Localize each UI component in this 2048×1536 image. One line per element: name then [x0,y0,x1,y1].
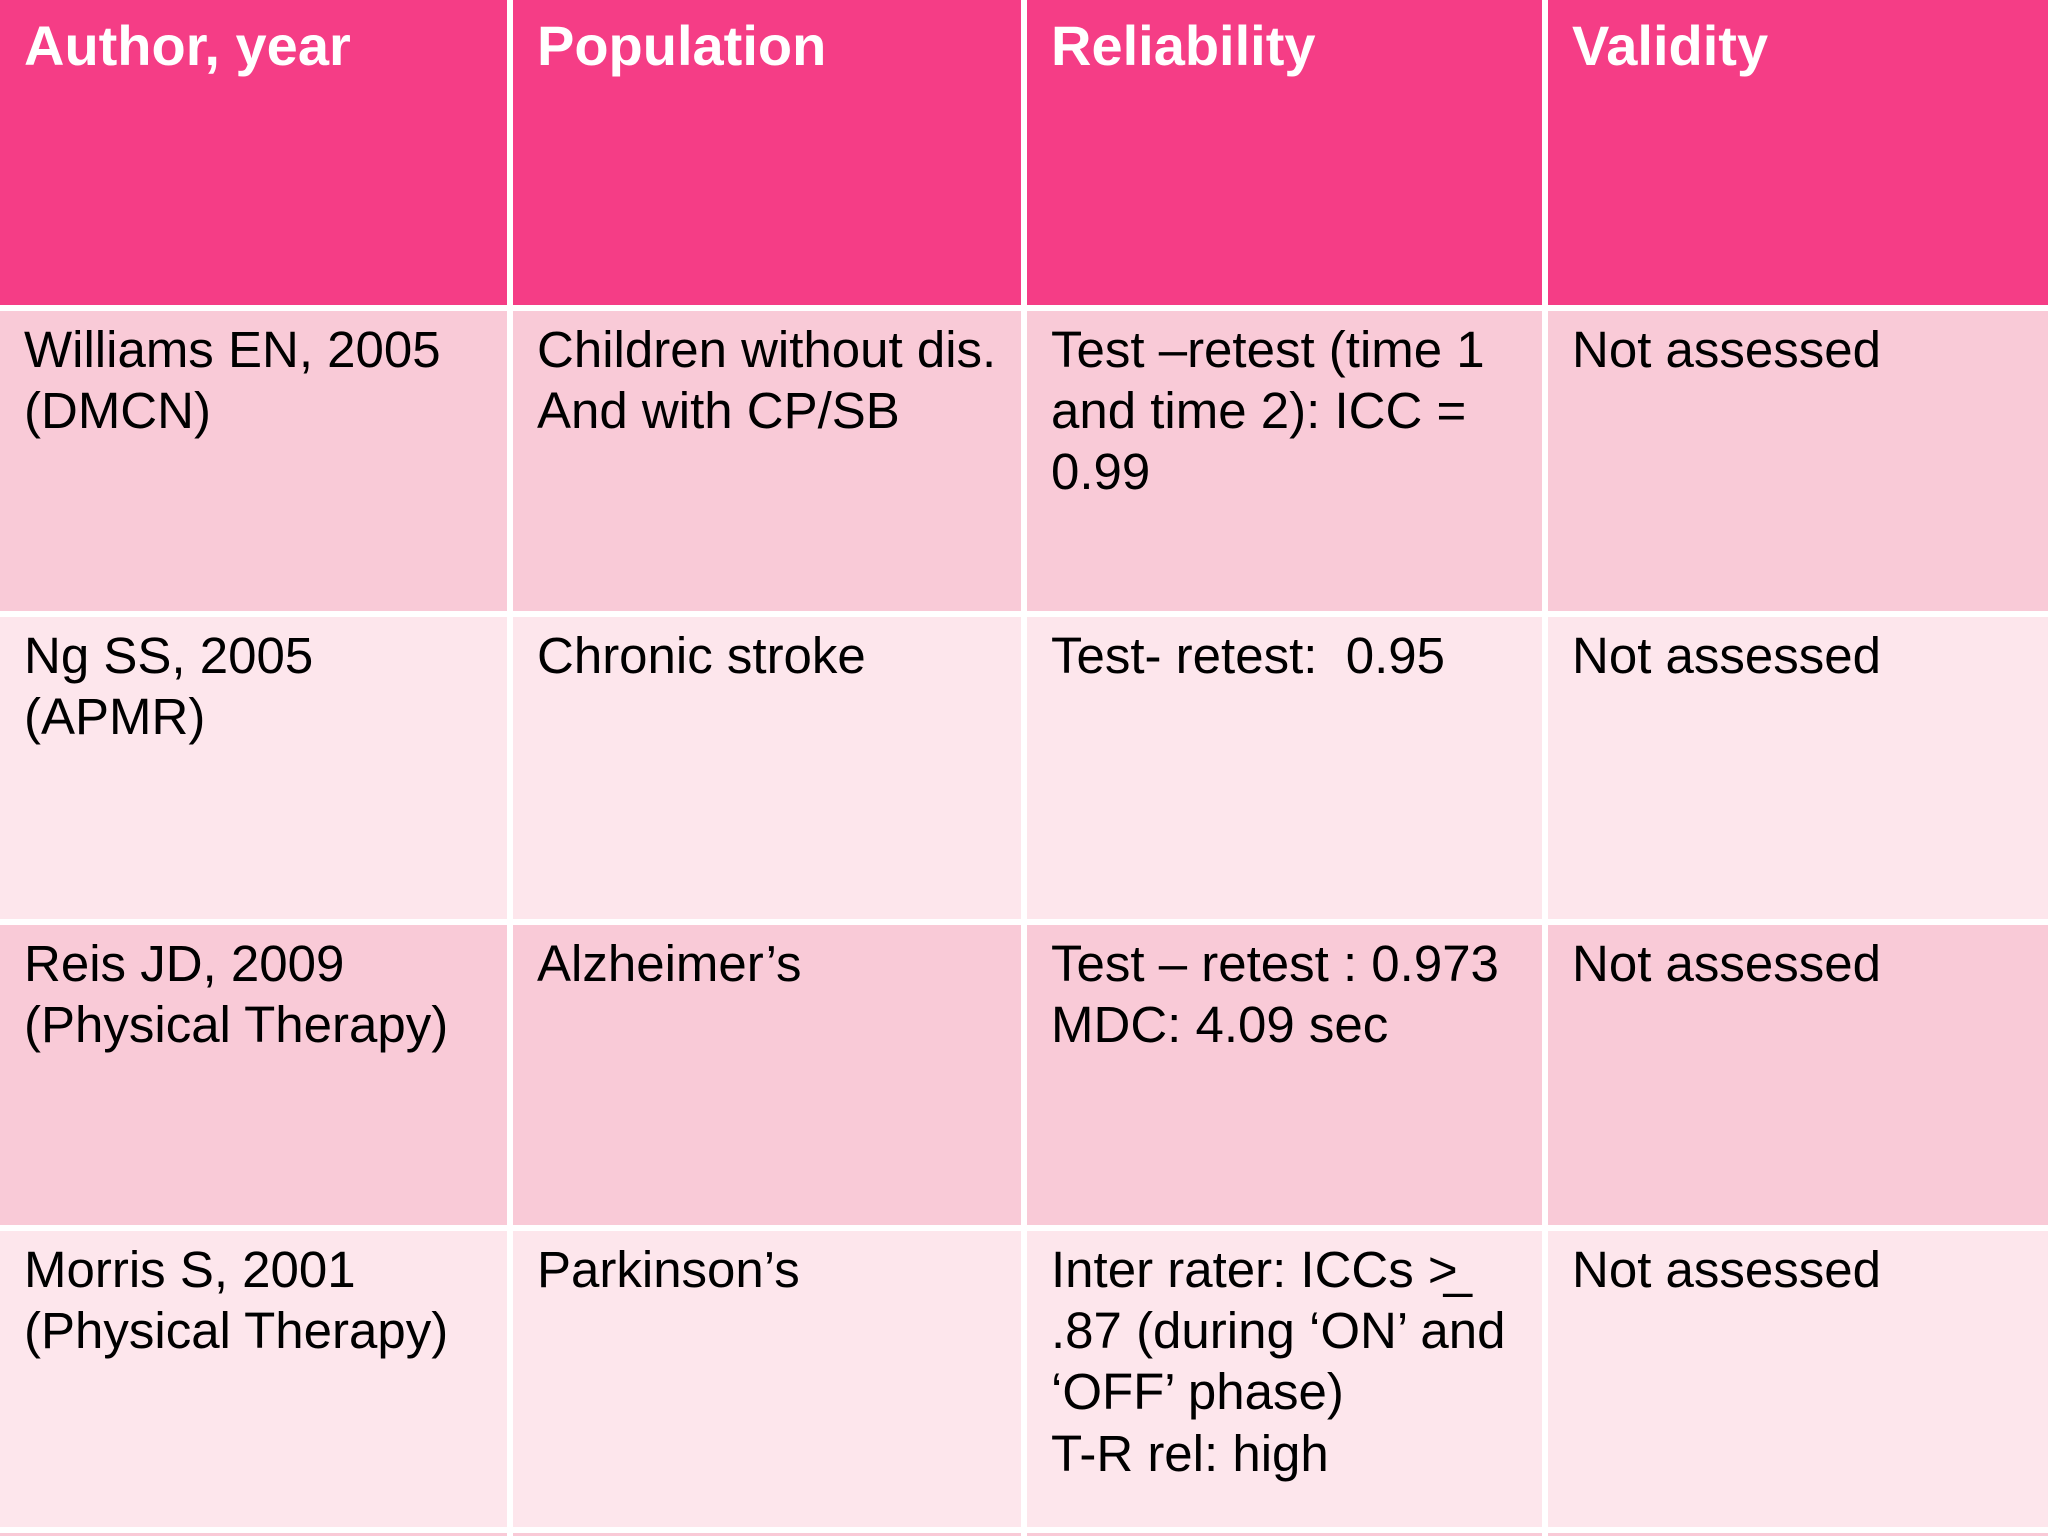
cell-validity: Not assessed [1548,1231,2048,1527]
cell-validity: Not assessed [1548,311,2048,611]
header-cell-reliability: Reliability [1027,0,1542,305]
cell-population: Parkinson’s [513,1231,1021,1527]
partial-row-cell [1548,1533,2048,1536]
partial-row-cell [0,1533,507,1536]
cell-population: Alzheimer’s [513,925,1021,1225]
cell-validity: Not assessed [1548,617,2048,919]
cell-validity: Not assessed [1548,925,2048,1225]
cell-reliability: Test –retest (time 1 and time 2): ICC = … [1027,311,1542,611]
cell-author-year: Ng SS, 2005 (APMR) [0,617,507,919]
header-cell-validity: Validity [1548,0,2048,305]
cell-author-year: Williams EN, 2005 (DMCN) [0,311,507,611]
cell-reliability: Test – retest : 0.973 MDC: 4.09 sec [1027,925,1542,1225]
partial-row-cell [1027,1533,1542,1536]
cell-population: Children without dis. And with CP/SB [513,311,1021,611]
header-cell-population: Population [513,0,1021,305]
cell-reliability: Test- retest: 0.95 [1027,617,1542,919]
cell-author-year: Reis JD, 2009 (Physical Therapy) [0,925,507,1225]
cell-author-year: Morris S, 2001 (Physical Therapy) [0,1231,507,1527]
header-cell-author-year: Author, year [0,0,507,305]
cell-reliability: Inter rater: ICCs >̲ .87 (during ‘ON’ an… [1027,1231,1542,1527]
partial-row-cell [513,1533,1021,1536]
cell-population: Chronic stroke [513,617,1021,919]
